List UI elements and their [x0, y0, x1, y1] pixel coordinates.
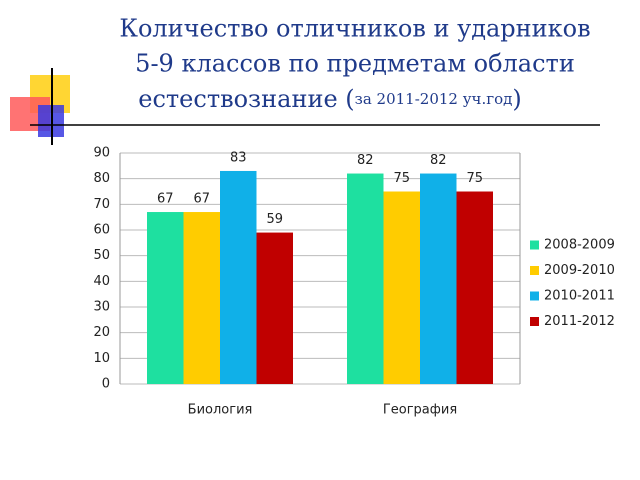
data-label: 82	[357, 153, 374, 168]
y-tick-label: 20	[93, 325, 110, 340]
chart-title: естествознание (за 2011-2012 уч.год)	[138, 85, 521, 113]
legend-label: 2009-2010	[544, 263, 615, 278]
legend-swatch	[530, 266, 539, 275]
y-tick-label: 90	[93, 146, 110, 161]
y-tick-label: 50	[93, 248, 110, 263]
data-label: 59	[266, 212, 283, 227]
legend-label: 2010-2011	[544, 289, 615, 304]
bar	[256, 232, 293, 384]
y-tick-label: 10	[93, 351, 110, 366]
data-label: 75	[466, 171, 483, 186]
chart-title: 5-9 классов по предметам области	[135, 50, 575, 78]
y-tick-label: 80	[93, 171, 110, 186]
legend-label: 2008-2009	[544, 238, 615, 253]
bar	[147, 212, 184, 384]
x-tick-label: География	[383, 403, 457, 418]
data-label: 67	[157, 192, 174, 207]
data-label: 75	[393, 171, 410, 186]
chart-title: Количество отличников и ударников	[119, 15, 590, 43]
x-tick-label: Биология	[188, 403, 253, 418]
data-label: 83	[230, 150, 247, 165]
legend-label: 2011-2012	[544, 314, 615, 329]
data-label: 82	[430, 153, 447, 168]
y-tick-label: 0	[102, 377, 110, 392]
chart-title: )	[512, 85, 521, 113]
chart-title: естествознание (	[138, 85, 354, 113]
chart-title: за 2011-2012 уч.год	[355, 90, 513, 108]
bar	[420, 173, 457, 384]
bar	[383, 191, 420, 384]
y-tick-label: 30	[93, 300, 110, 315]
legend-swatch	[530, 291, 539, 301]
bar	[347, 173, 384, 384]
y-tick-label: 40	[93, 274, 110, 289]
bar	[183, 212, 220, 384]
bar	[220, 170, 257, 384]
legend-swatch	[530, 240, 539, 250]
bar	[456, 191, 493, 384]
y-tick-label: 70	[93, 197, 110, 212]
y-tick-label: 60	[93, 223, 110, 238]
data-label: 67	[193, 192, 210, 207]
legend-swatch	[530, 317, 539, 326]
